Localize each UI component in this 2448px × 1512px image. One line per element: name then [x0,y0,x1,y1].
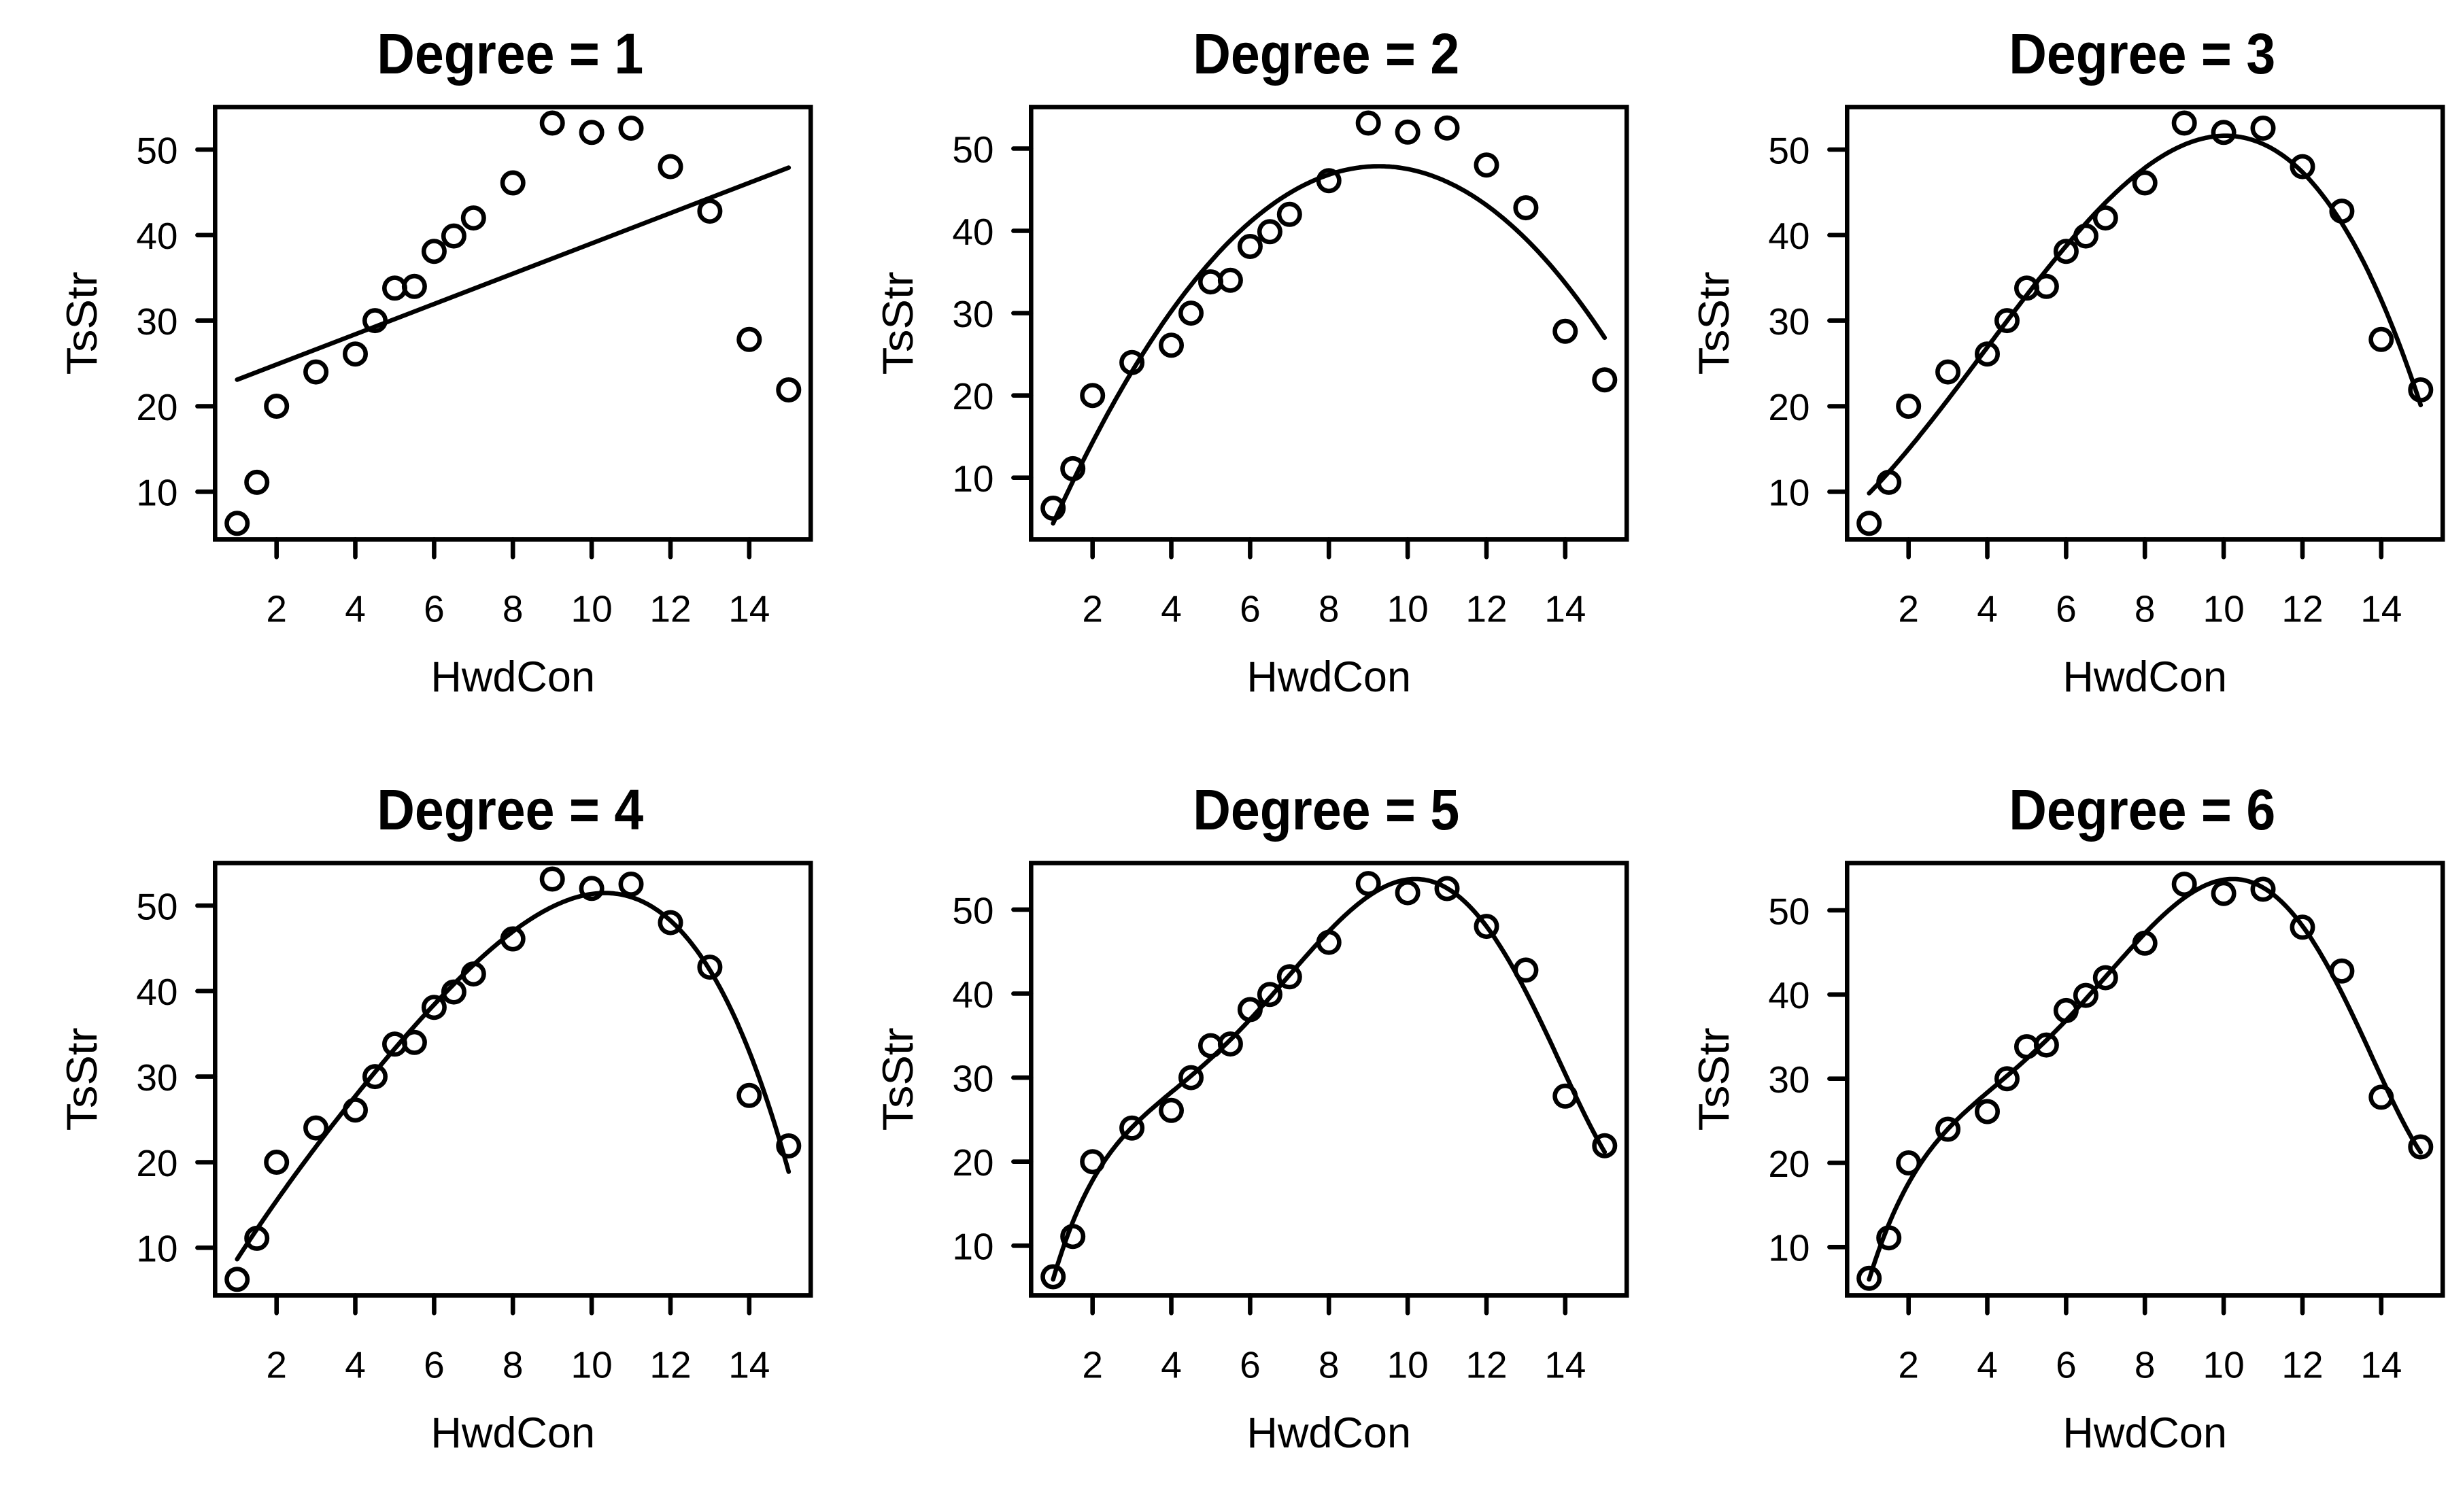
svg-text:HwdCon: HwdCon [2062,653,2227,701]
svg-text:2: 2 [1082,1343,1103,1386]
svg-text:30: 30 [136,300,177,343]
svg-text:Degree = 4: Degree = 4 [377,778,643,842]
svg-text:20: 20 [1768,1143,1809,1185]
svg-text:TsStr: TsStr [874,271,922,375]
svg-text:TsStr: TsStr [58,271,106,375]
svg-text:8: 8 [2135,1343,2156,1386]
svg-text:4: 4 [1161,587,1182,630]
svg-text:10: 10 [1768,472,1809,514]
svg-text:4: 4 [345,587,366,630]
svg-text:30: 30 [1768,300,1809,343]
svg-text:12: 12 [2281,587,2323,630]
svg-text:6: 6 [424,587,445,630]
svg-text:HwdCon: HwdCon [430,653,595,701]
svg-text:14: 14 [728,587,770,630]
svg-text:TsStr: TsStr [1690,1027,1738,1131]
svg-text:12: 12 [1465,587,1507,630]
svg-text:8: 8 [2135,587,2156,630]
svg-text:TsStr: TsStr [1690,271,1738,375]
svg-text:50: 50 [1768,129,1809,171]
svg-text:HwdCon: HwdCon [1246,1409,1411,1457]
svg-text:50: 50 [136,129,177,171]
svg-text:2: 2 [266,587,287,630]
svg-text:Degree = 3: Degree = 3 [2009,22,2275,86]
svg-text:HwdCon: HwdCon [430,1409,595,1457]
svg-text:14: 14 [2360,1343,2402,1386]
svg-text:50: 50 [136,885,177,927]
svg-text:TsStr: TsStr [58,1027,106,1131]
svg-text:6: 6 [1240,587,1261,630]
svg-text:4: 4 [1161,1343,1182,1386]
svg-text:4: 4 [1977,1343,1998,1386]
svg-text:10: 10 [571,587,613,630]
svg-text:8: 8 [1319,587,1340,630]
svg-text:10: 10 [2203,1343,2245,1386]
svg-text:10: 10 [136,472,177,514]
svg-text:8: 8 [1319,1343,1340,1386]
svg-text:10: 10 [571,1343,613,1386]
svg-text:40: 40 [952,211,993,253]
svg-text:12: 12 [1465,1343,1507,1386]
svg-text:4: 4 [345,1343,366,1386]
svg-text:12: 12 [2281,1343,2323,1386]
svg-text:10: 10 [136,1228,177,1270]
svg-text:Degree = 5: Degree = 5 [1193,778,1459,842]
svg-text:Degree = 1: Degree = 1 [377,22,643,86]
svg-text:30: 30 [952,1058,993,1100]
svg-text:20: 20 [1768,386,1809,428]
svg-text:2: 2 [266,1343,287,1386]
svg-text:50: 50 [1768,890,1809,932]
svg-text:8: 8 [503,1343,524,1386]
svg-text:14: 14 [2360,587,2402,630]
svg-text:10: 10 [1768,1227,1809,1269]
svg-text:10: 10 [952,458,993,500]
svg-text:20: 20 [952,375,993,417]
svg-text:2: 2 [1898,1343,1919,1386]
svg-text:TsStr: TsStr [874,1027,922,1131]
svg-text:Degree = 2: Degree = 2 [1193,22,1459,86]
svg-text:10: 10 [1387,587,1429,630]
svg-text:40: 40 [1768,215,1809,257]
svg-text:12: 12 [649,587,691,630]
svg-text:6: 6 [2056,587,2077,630]
svg-text:30: 30 [1768,1059,1809,1101]
svg-text:40: 40 [1768,974,1809,1016]
svg-text:40: 40 [952,974,993,1016]
svg-text:Degree = 6: Degree = 6 [2009,778,2275,842]
svg-text:10: 10 [1387,1343,1429,1386]
svg-text:8: 8 [503,587,524,630]
svg-text:10: 10 [2203,587,2245,630]
svg-text:2: 2 [1898,587,1919,630]
svg-text:14: 14 [1544,587,1586,630]
svg-text:30: 30 [136,1056,177,1099]
svg-text:14: 14 [1544,1343,1586,1386]
svg-text:14: 14 [728,1343,770,1386]
svg-text:10: 10 [952,1226,993,1268]
svg-text:12: 12 [649,1343,691,1386]
svg-text:6: 6 [424,1343,445,1386]
svg-text:HwdCon: HwdCon [2062,1409,2227,1457]
svg-text:2: 2 [1082,587,1103,630]
svg-text:20: 20 [136,1142,177,1184]
svg-text:50: 50 [952,889,993,931]
svg-text:6: 6 [1240,1343,1261,1386]
svg-text:20: 20 [136,386,177,428]
svg-text:4: 4 [1977,587,1998,630]
svg-text:6: 6 [2056,1343,2077,1386]
svg-text:HwdCon: HwdCon [1246,653,1411,701]
svg-text:30: 30 [952,293,993,335]
svg-text:20: 20 [952,1141,993,1184]
svg-text:40: 40 [136,971,177,1013]
svg-text:40: 40 [136,215,177,257]
svg-text:50: 50 [952,128,993,171]
